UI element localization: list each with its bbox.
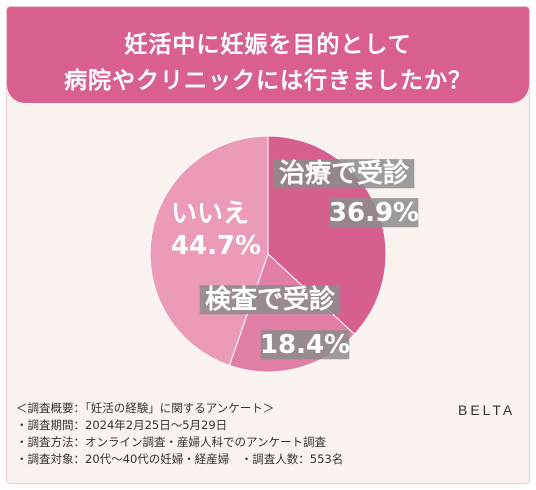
slice-value-label-group: 44.7% <box>171 231 261 261</box>
survey-note-line: ・調査対象：20代～40代の妊婦・経産婦 ・調査人数：553名 <box>16 452 344 466</box>
slice-label-group: 検査で受診 <box>199 284 341 315</box>
survey-notes: ＜調査概要：「妊活の経験」に関するアンケート＞ ・調査期間：2024年2月25日… <box>16 400 486 468</box>
slice-value-label-group: 36.9% <box>329 198 419 228</box>
slice-label: いいえ <box>171 199 249 229</box>
title-line-1: 妊活中に妊娠を目的として <box>124 32 412 58</box>
slice-value-label: 36.9% <box>329 198 419 228</box>
slice-value-label: 18.4% <box>260 330 350 360</box>
survey-note-line: ・調査方法：オンライン調査・産婦人科でのアンケート調査 <box>16 435 327 449</box>
brand-logo-text: BELTA <box>458 402 516 418</box>
slice-value-label-group: 18.4% <box>260 330 350 360</box>
slice-label-group: 治療で受診 <box>273 158 415 189</box>
slice-value-label: 44.7% <box>171 231 261 261</box>
slice-value-label-box <box>329 198 419 228</box>
card-frame: 妊活中に妊娠を目的として 病院やクリニックには行きましたか？ <box>6 6 530 484</box>
slice-label-group: いいえ <box>171 199 249 229</box>
title-band: 妊活中に妊娠を目的として 病院やクリニックには行きましたか？ <box>7 7 529 103</box>
slice-label-box <box>199 285 341 315</box>
survey-note-line: ＜調査概要：「妊活の経験」に関するアンケート＞ <box>16 401 275 415</box>
slice-label: 治療で受診 <box>279 158 410 189</box>
slice-value-label-box <box>260 330 350 360</box>
survey-note-line: ・調査期間：2024年2月25日～5月29日 <box>16 418 228 432</box>
slice-label-box <box>273 159 415 189</box>
slice-label: 検査で受診 <box>205 284 336 315</box>
title-line-2: 病院やクリニックには行きましたか？ <box>64 68 472 94</box>
